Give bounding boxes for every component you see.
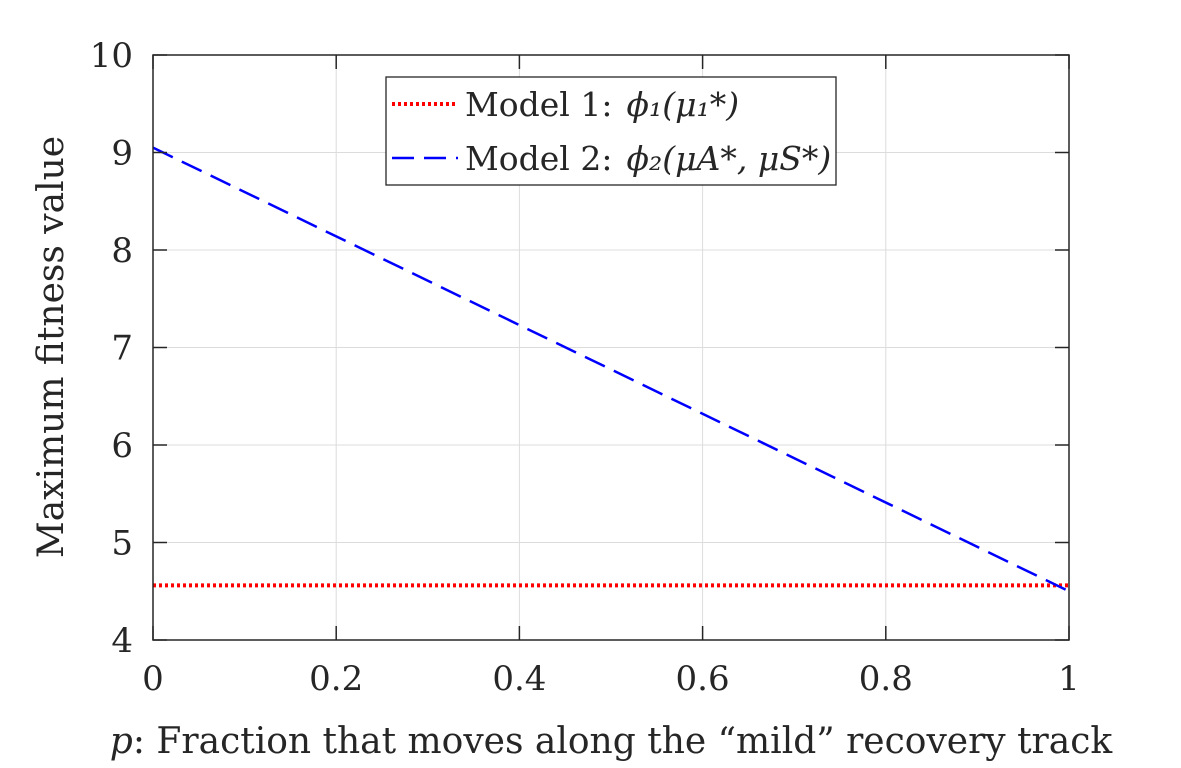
x-tick-label: 0.8 <box>859 659 913 699</box>
y-tick-label: 5 <box>111 524 133 564</box>
y-tick-label: 9 <box>111 134 133 174</box>
tick-labels: 0 0.2 0.4 0.6 0.8 1 4 5 6 7 8 9 10 <box>90 36 1080 699</box>
legend-box <box>385 76 837 186</box>
x-axis-description: : Fraction that moves along the “mild” r… <box>133 721 1114 762</box>
y-axis-title: Maximum fitness value <box>31 136 72 558</box>
legend-label-model-1: Model 1: ϕ₁(μ₁*) <box>465 85 739 124</box>
legend-model-2-name: Model 2: <box>465 139 612 178</box>
y-tick-label: 7 <box>111 329 133 369</box>
ticks <box>152 54 1070 641</box>
y-tick-label: 4 <box>111 621 133 661</box>
x-axis-variable: p <box>110 721 133 762</box>
x-tick-label: 0.6 <box>676 659 730 699</box>
x-tick-label: 0.2 <box>309 659 363 699</box>
legend-model-1-name: Model 1: <box>465 85 612 124</box>
series-layer <box>152 146 1070 593</box>
legend: Model 1: ϕ₁(μ₁*) Model 2: ϕ₂(μA*, μS*) <box>385 76 837 186</box>
legend-model-1-math: ϕ₁(μ₁*) <box>626 85 739 124</box>
legend-label-model-2: Model 2: ϕ₂(μA*, μS*) <box>465 139 831 178</box>
x-tick-label: 0.4 <box>492 659 546 699</box>
x-tick-label: 1 <box>1058 659 1080 699</box>
series-line-model-2 <box>152 146 1070 593</box>
legend-model-2-math: ϕ₂(μA*, μS*) <box>626 139 831 178</box>
x-tick-label: 0 <box>142 659 164 699</box>
y-tick-label: 10 <box>90 36 133 76</box>
x-axis-title: p: Fraction that moves along the “mild” … <box>110 721 1114 762</box>
y-tick-label: 6 <box>111 426 133 466</box>
y-tick-label: 8 <box>111 231 133 271</box>
